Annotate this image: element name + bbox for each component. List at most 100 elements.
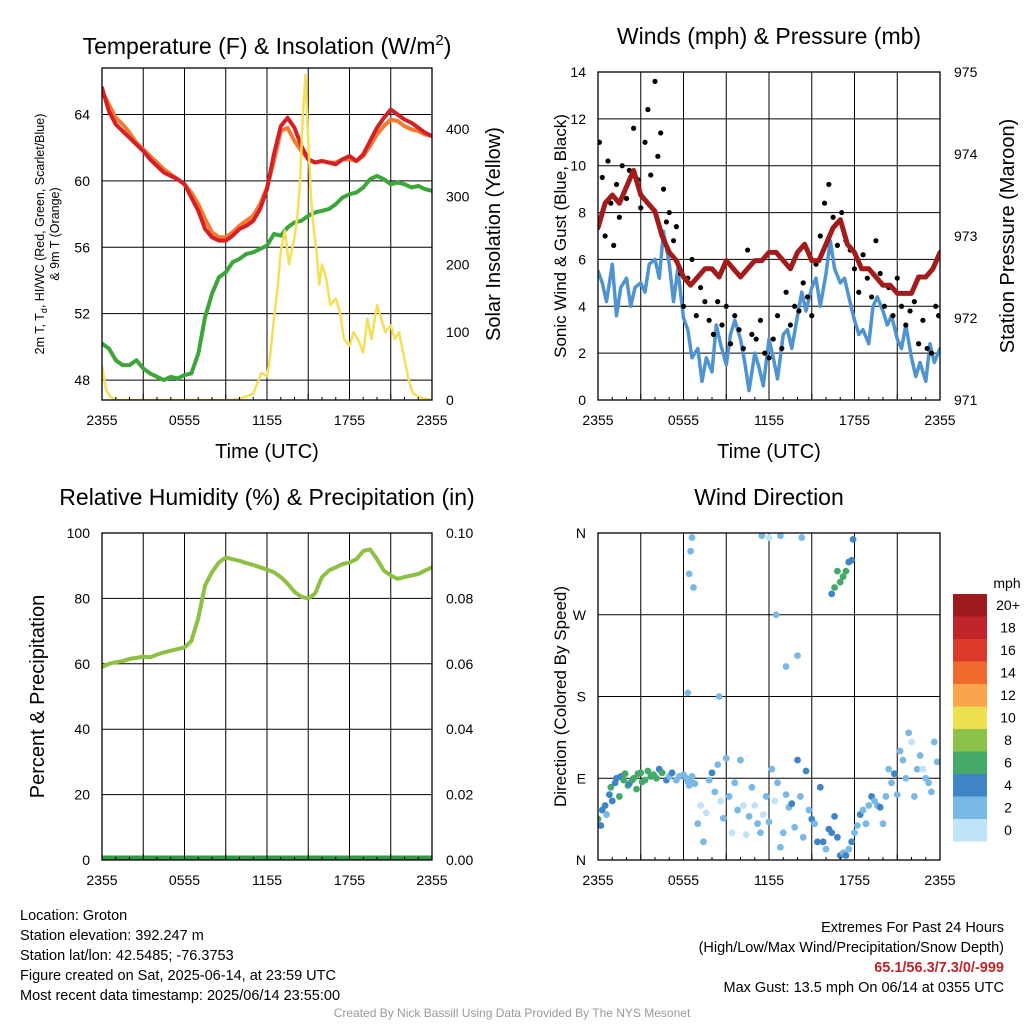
direction-point	[620, 776, 628, 784]
direction-point	[910, 793, 918, 800]
direction-point	[831, 584, 838, 591]
direction-point	[690, 584, 697, 591]
gust-point	[800, 280, 806, 286]
y2-tick-label: 300	[446, 189, 470, 205]
y-tick-label: 48	[74, 372, 90, 388]
x-tick-labels: 2355 0555 1155 1755 2355	[86, 872, 447, 888]
series-station-pressure-line	[598, 167, 940, 296]
direction-point	[928, 788, 935, 796]
colorbar-label: 6	[1004, 755, 1012, 771]
direction-point	[885, 765, 893, 773]
gust-point	[673, 224, 679, 230]
colorbar-swatch	[953, 819, 987, 842]
gust-point	[723, 303, 729, 309]
colorbar-swatch	[953, 751, 987, 774]
direction-point	[694, 820, 702, 828]
gust-point	[652, 78, 658, 84]
gust-point	[856, 289, 862, 295]
gust-point	[864, 275, 870, 281]
gust-point	[774, 313, 781, 319]
y2-tick-labels: 0 100 200 300 400	[446, 121, 470, 408]
y-axis-label: Percent & Precipitation	[27, 595, 49, 798]
y2-tick-label: 0.10	[446, 525, 473, 541]
direction-point	[896, 747, 904, 755]
gust-point	[655, 153, 661, 159]
y2-tick-label: 200	[446, 256, 470, 272]
colorbar-swatch	[953, 684, 987, 707]
gust-point	[770, 336, 776, 342]
y-tick-label: 0	[578, 392, 586, 408]
direction-point	[763, 0, 770, 3]
y2-tick-label: 0.08	[446, 590, 473, 606]
gust-point	[809, 313, 815, 319]
gust-point	[924, 345, 930, 352]
direction-point	[737, 756, 744, 764]
y2-tick-label: 973	[954, 228, 978, 244]
colorbar-swatch	[953, 594, 987, 617]
gust-point	[611, 242, 617, 248]
direction-point	[842, 567, 850, 575]
x-tick-label: 1155	[252, 872, 282, 888]
direction-point	[598, 822, 605, 829]
direction-point	[891, 770, 898, 778]
max-gust-text: Max Gust: 13.5 mph On 06/14 at 0355 UTC	[723, 980, 1004, 996]
direction-point	[598, 815, 602, 823]
colorbar-label: 4	[1004, 777, 1012, 793]
direction-point	[916, 752, 924, 759]
direction-point	[865, 802, 873, 809]
x-tick-label: 1755	[839, 872, 870, 888]
extremes-values: 65.1/56.3/7.3/0/-999	[874, 960, 1004, 976]
series-gust	[598, 78, 940, 361]
direction-point	[908, 738, 915, 746]
direction-point	[836, 578, 844, 586]
direction-point	[816, 783, 824, 791]
direction-point	[606, 791, 613, 798]
direction-point	[876, 803, 884, 811]
direction-point	[882, 793, 890, 800]
direction-point	[862, 820, 870, 828]
y-axis-label-part: , HI/WC (Red, Green, Scarlet/Blue)	[33, 114, 47, 309]
colorbar-swatch	[953, 616, 987, 639]
gust-point	[619, 163, 625, 169]
gust-point	[779, 345, 785, 352]
rh-chart: Relative Humidity (%) & Precipitation (i…	[27, 484, 475, 888]
gust-point	[903, 322, 909, 328]
direction-point	[842, 852, 850, 859]
direction-point	[933, 758, 940, 766]
gust-point	[869, 294, 875, 300]
direction-point	[658, 769, 666, 777]
gust-point	[753, 336, 759, 342]
direction-point	[601, 802, 609, 809]
gust-point	[877, 270, 883, 277]
colorbar-label: 18	[1000, 620, 1016, 636]
y-tick-label: N	[576, 525, 586, 541]
direction-point	[637, 769, 645, 777]
x-tick-label: 2355	[86, 412, 117, 428]
gust-point	[804, 294, 811, 300]
y-tick-label: 64	[74, 106, 90, 122]
gust-point	[710, 331, 717, 337]
direction-point	[802, 767, 810, 775]
gust-point	[928, 350, 935, 356]
direction-point	[899, 756, 907, 764]
direction-point	[902, 774, 910, 782]
y-tick-label: 10	[570, 158, 586, 174]
direction-point	[849, 535, 857, 543]
direction-point	[805, 806, 813, 814]
direction-point	[644, 767, 652, 775]
y-tick-labels: 48 52 56 60 64	[74, 106, 90, 388]
gust-point	[631, 125, 637, 131]
y-tick-label: N	[576, 852, 586, 868]
chart-title-close: )	[444, 33, 452, 59]
station-info: Location: Groton Station elevation: 392.…	[20, 906, 340, 1006]
y2-axis-label: Station Pressure (Maroon)	[997, 119, 1019, 354]
plot-data	[102, 547, 432, 860]
direction-point	[608, 797, 616, 805]
gust-point	[834, 242, 841, 248]
gust-point	[935, 313, 940, 319]
y2-tick-label: 0	[446, 392, 454, 408]
timestamp-text: Most recent data timestamp: 2025/06/14 2…	[20, 988, 341, 1004]
gust-point	[933, 303, 939, 309]
gust-point	[894, 275, 900, 281]
gust-point	[783, 289, 789, 295]
